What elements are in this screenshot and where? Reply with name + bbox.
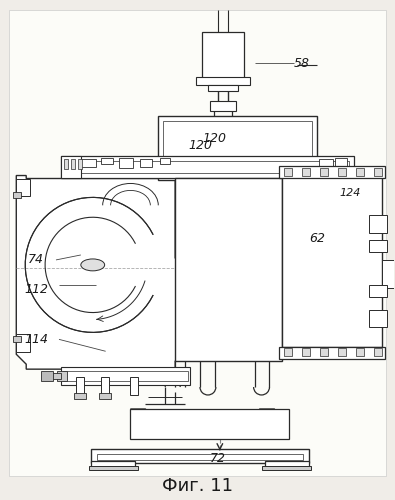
Bar [338,168,346,175]
Bar [71,158,75,168]
Bar [261,466,311,470]
Bar [74,393,86,399]
Bar [374,348,382,356]
Text: 120: 120 [203,132,227,145]
Bar [61,156,81,178]
Bar [338,348,346,356]
Bar [140,158,152,166]
Bar [41,371,53,381]
Text: 124: 124 [339,188,360,198]
Bar [91,448,309,464]
Bar [279,348,385,359]
Bar [279,166,385,177]
Bar [320,168,328,175]
Polygon shape [16,176,185,369]
Bar [81,158,96,166]
Text: 58: 58 [293,57,309,70]
Bar [57,371,67,381]
Bar [374,168,382,175]
Bar [51,373,61,379]
Bar [118,158,134,168]
Bar [265,460,309,468]
Bar [16,178,30,196]
Bar [130,377,138,395]
Bar [210,101,236,111]
Bar [356,168,364,175]
Bar [61,156,354,178]
Bar [63,371,188,381]
Polygon shape [255,409,290,438]
Bar [335,158,347,166]
Bar [382,260,393,287]
Polygon shape [130,409,175,438]
Bar [78,158,82,168]
Bar [284,168,292,175]
Text: 74: 74 [28,254,44,266]
Bar [160,158,170,164]
Bar [302,168,310,175]
Bar [320,348,328,356]
Bar [158,116,317,180]
Bar [302,348,310,356]
Bar [64,158,68,168]
Bar [369,310,387,328]
Text: Фиг. 11: Фиг. 11 [162,478,233,496]
Bar [97,454,303,460]
Bar [356,348,364,356]
Text: 62: 62 [309,232,325,244]
Bar [319,158,333,168]
Bar [282,170,382,348]
Bar [16,334,30,352]
Bar [89,466,138,470]
Bar [13,336,21,342]
Bar [101,377,109,395]
Text: 72: 72 [210,452,226,465]
Text: 114: 114 [24,333,48,346]
Bar [369,240,387,252]
Bar [76,377,84,395]
Bar [284,348,292,356]
Bar [91,460,135,468]
Bar [175,178,282,361]
Bar [99,393,111,399]
Text: 112: 112 [24,283,48,296]
Bar [61,367,190,385]
Bar [196,77,250,85]
Ellipse shape [81,259,105,271]
Bar [202,32,244,79]
Bar [101,158,113,164]
Bar [66,160,349,172]
Bar [163,121,312,176]
Bar [130,409,290,438]
Bar [369,285,387,296]
Bar [208,85,238,91]
Bar [369,215,387,233]
Bar [13,192,21,198]
Text: 120: 120 [188,139,212,152]
